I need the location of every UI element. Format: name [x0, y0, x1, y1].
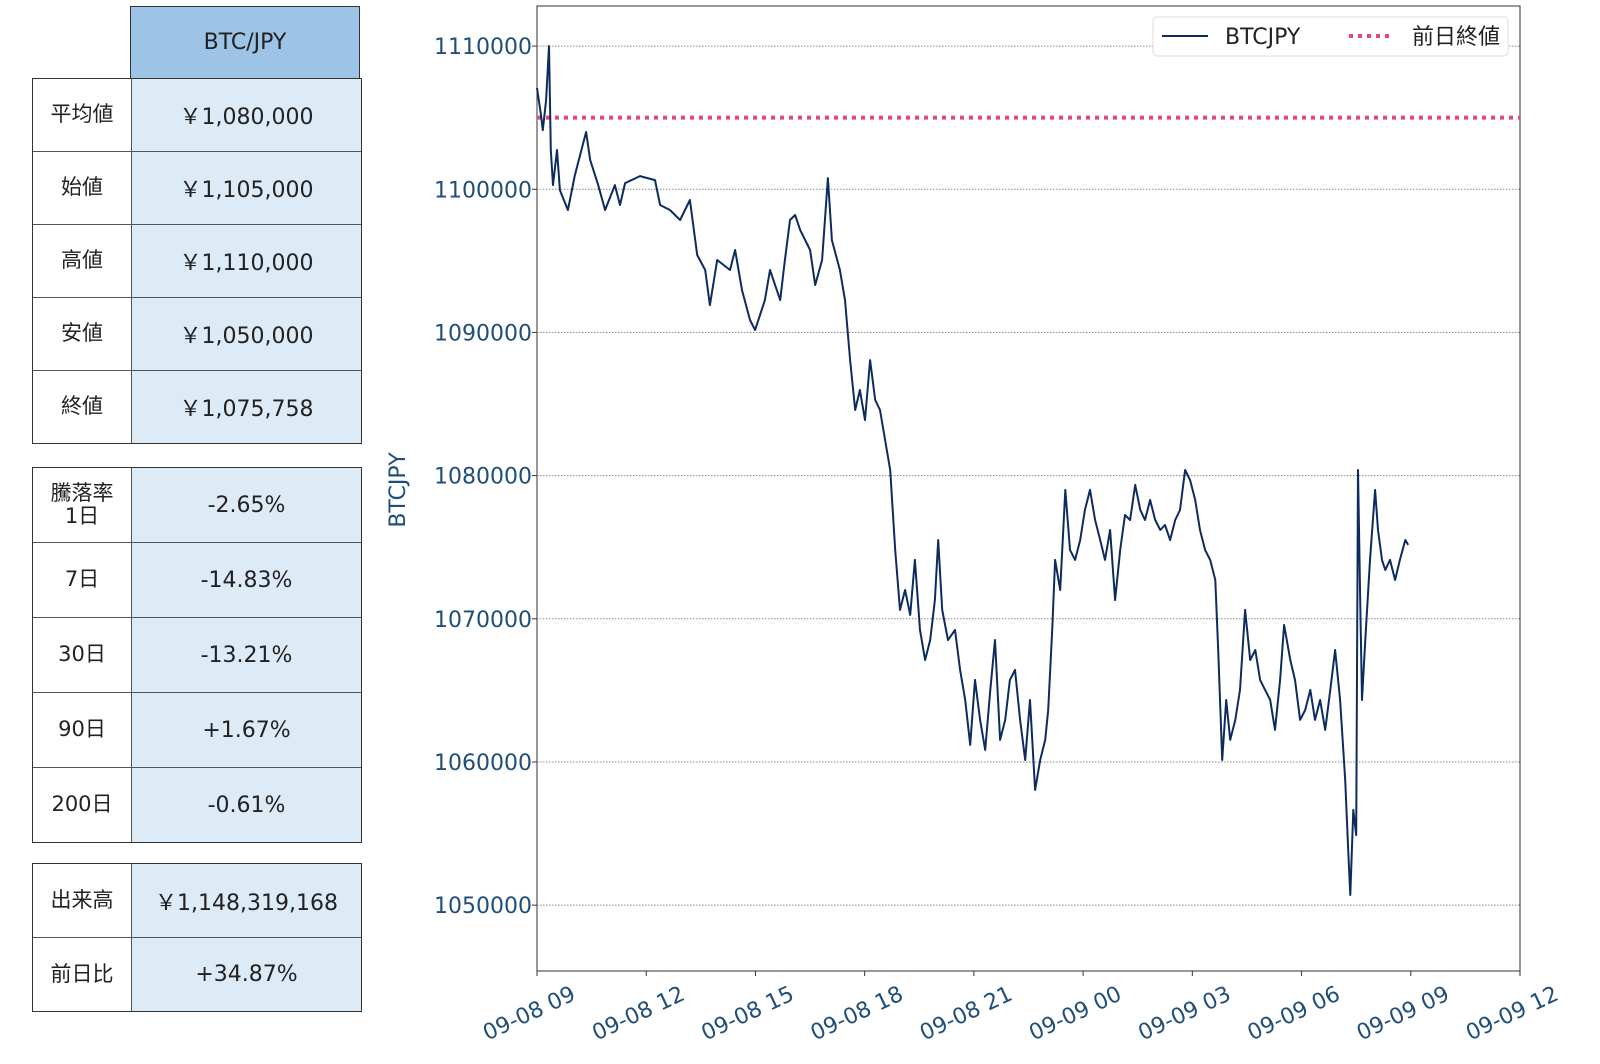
- row-label: 始値: [33, 152, 132, 224]
- row-label: 200日: [33, 768, 132, 842]
- y-tick-label: 1080000: [434, 465, 532, 490]
- change-rate-table: 騰落率 1日 -2.65% 7日 -14.83% 30日 -13.21% 90日 +1.67%…: [32, 467, 362, 843]
- table-row: 高値 ￥1,110,000: [33, 224, 361, 297]
- x-tick-label: 09-08 18: [807, 982, 907, 1046]
- table-row: 騰落率 1日 -2.65%: [33, 468, 361, 542]
- legend-label-btcjpy: BTCJPY: [1225, 25, 1301, 50]
- x-tick-label: 09-09 09: [1353, 982, 1453, 1046]
- row-value: ￥1,148,319,168: [132, 864, 361, 937]
- x-tick-label: 09-09 00: [1025, 982, 1125, 1046]
- row-label: 前日比: [33, 938, 132, 1011]
- table-row: 90日 +1.67%: [33, 692, 361, 767]
- x-tick-label: 09-08 09: [479, 982, 579, 1046]
- row-label: 出来高: [33, 864, 132, 937]
- table-row: 始値 ￥1,105,000: [33, 151, 361, 224]
- table-header-btcjpy: BTC/JPY: [130, 6, 360, 78]
- y-axis-label: BTCJPY: [386, 452, 411, 528]
- row-value: +1.67%: [132, 693, 361, 767]
- x-tick-label: 09-08 15: [698, 982, 798, 1046]
- row-label: 90日: [33, 693, 132, 767]
- row-value: -14.83%: [132, 543, 361, 617]
- row-label: 30日: [33, 618, 132, 692]
- row-value: -13.21%: [132, 618, 361, 692]
- summary-table: 平均値 ￥1,080,000 始値 ￥1,105,000 高値 ￥1,110,000 安値 ￥…: [32, 78, 362, 444]
- btcjpy-series-line: [536, 45, 1410, 896]
- legend-label-previous-close: 前日終値: [1412, 25, 1500, 50]
- row-value: -2.65%: [132, 468, 361, 542]
- row-value: ￥1,050,000: [132, 298, 361, 370]
- table-row: 平均値 ￥1,080,000: [33, 79, 361, 151]
- y-tick-label: 1110000: [434, 35, 532, 60]
- row-value: ￥1,080,000: [132, 79, 361, 151]
- table-row: 終値 ￥1,075,758: [33, 370, 361, 443]
- row-label: 7日: [33, 543, 132, 617]
- row-label: 高値: [33, 225, 132, 297]
- row-value: +34.87%: [132, 938, 361, 1011]
- table-row: 安値 ￥1,050,000: [33, 297, 361, 370]
- row-label: 安値: [33, 298, 132, 370]
- x-tick-label: 09-09 06: [1244, 982, 1344, 1046]
- x-tick-label: 09-08 12: [589, 982, 689, 1046]
- x-tick-label: 09-09 12: [1462, 982, 1562, 1046]
- table-row: 前日比 +34.87%: [33, 937, 361, 1011]
- row-value: ￥1,110,000: [132, 225, 361, 297]
- y-tick-label: 1050000: [434, 894, 532, 919]
- row-label: 騰落率 1日: [33, 468, 132, 542]
- y-tick-label: 1090000: [434, 321, 532, 346]
- row-label: 平均値: [33, 79, 132, 151]
- volume-table: 出来高 ￥1,148,319,168 前日比 +34.87%: [32, 863, 362, 1012]
- table-row: 30日 -13.21%: [33, 617, 361, 692]
- row-value: -0.61%: [132, 768, 361, 842]
- table-row: 200日 -0.61%: [33, 767, 361, 842]
- row-label: 終値: [33, 371, 132, 443]
- plot-frame: [536, 5, 1521, 972]
- x-tick-label: 09-08 21: [916, 982, 1016, 1046]
- x-tick-label: 09-09 03: [1135, 982, 1235, 1046]
- row-value: ￥1,075,758: [132, 371, 361, 443]
- table-row: 7日 -14.83%: [33, 542, 361, 617]
- table-row: 出来高 ￥1,148,319,168: [33, 864, 361, 937]
- y-tick-label: 1060000: [434, 751, 532, 776]
- row-value: ￥1,105,000: [132, 152, 361, 224]
- y-tick-label: 1070000: [434, 608, 532, 633]
- y-tick-label: 1100000: [434, 178, 532, 203]
- legend-box: [1152, 16, 1509, 57]
